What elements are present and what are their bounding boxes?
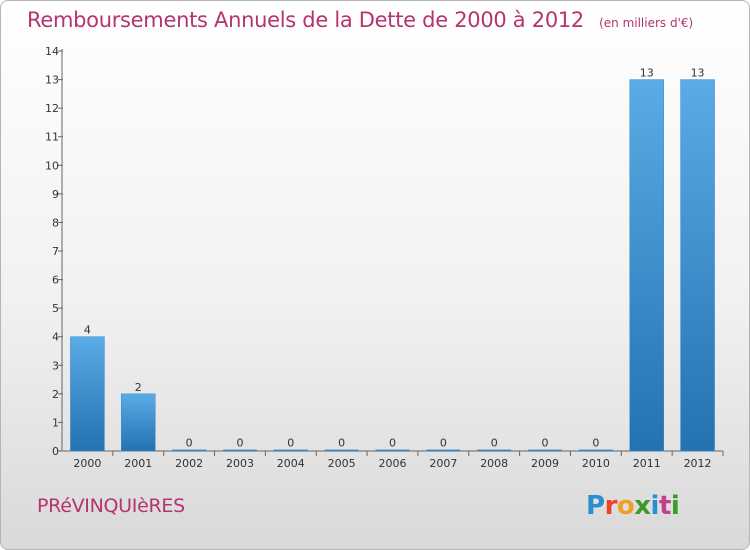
y-tick-label: 6	[52, 274, 59, 287]
commune-name: PRéVINQUIèRES	[37, 495, 185, 517]
x-tick-label: 2009	[531, 457, 559, 470]
data-label: 13	[640, 67, 654, 80]
data-label: 2	[135, 381, 142, 394]
title-text: Remboursements Annuels de la Dette de 20…	[27, 8, 584, 32]
bar	[222, 449, 257, 451]
bar	[426, 449, 461, 451]
x-tick-label: 2003	[226, 457, 254, 470]
y-tick-label: 7	[52, 245, 59, 258]
y-tick-label: 11	[45, 131, 59, 144]
proxiti-logo: Proxiti	[586, 491, 680, 521]
bar	[324, 449, 359, 451]
logo-letter: P	[586, 491, 605, 521]
data-label: 0	[592, 437, 599, 450]
y-tick-label: 12	[45, 102, 59, 115]
logo-letter: o	[616, 491, 635, 521]
x-tick-label: 2008	[480, 457, 508, 470]
data-label: 0	[338, 437, 345, 450]
logo-letter: x	[634, 491, 651, 521]
logo-letter: i	[670, 491, 680, 521]
data-label: 0	[287, 437, 294, 450]
data-label: 4	[84, 324, 91, 337]
y-tick-label: 0	[52, 445, 59, 458]
bar	[629, 79, 664, 452]
bar	[578, 449, 613, 451]
y-tick-label: 10	[45, 159, 59, 172]
y-tick-label: 2	[52, 388, 59, 401]
y-tick-label: 8	[52, 216, 59, 229]
data-label: 0	[542, 437, 549, 450]
data-label: 13	[691, 67, 705, 80]
x-tick-label: 2012	[684, 457, 712, 470]
data-label: 0	[186, 437, 193, 450]
unit-text: (en milliers d'€)	[599, 16, 694, 30]
bar	[273, 449, 308, 451]
bar	[528, 449, 563, 451]
y-tick-label: 3	[52, 359, 59, 372]
y-tick-label: 13	[45, 74, 59, 87]
logo-letter: r	[604, 491, 618, 521]
x-tick-label: 2000	[73, 457, 101, 470]
y-tick-label: 4	[52, 331, 59, 344]
logo-letter: t	[658, 491, 671, 521]
data-label: 0	[236, 437, 243, 450]
bar	[70, 336, 105, 452]
x-tick-label: 2007	[429, 457, 457, 470]
x-tick-label: 2002	[175, 457, 203, 470]
data-label: 0	[440, 437, 447, 450]
bar	[680, 79, 715, 452]
data-label: 0	[491, 437, 498, 450]
x-tick-label: 2001	[124, 457, 152, 470]
bar	[172, 449, 207, 451]
bar	[121, 393, 156, 452]
y-tick-label: 9	[52, 188, 59, 201]
x-tick-label: 2004	[277, 457, 305, 470]
x-tick-label: 2011	[633, 457, 661, 470]
x-tick-label: 2005	[328, 457, 356, 470]
bar	[477, 449, 512, 451]
y-tick-label: 5	[52, 302, 59, 315]
x-tick-label: 2006	[379, 457, 407, 470]
bar	[375, 449, 410, 451]
logo-letter: i	[650, 491, 660, 521]
y-tick-label: 14	[45, 45, 59, 58]
y-tick-label: 1	[52, 416, 59, 429]
chart-title: Remboursements Annuels de la Dette de 20…	[27, 8, 693, 32]
data-label: 0	[389, 437, 396, 450]
x-tick-label: 2010	[582, 457, 610, 470]
